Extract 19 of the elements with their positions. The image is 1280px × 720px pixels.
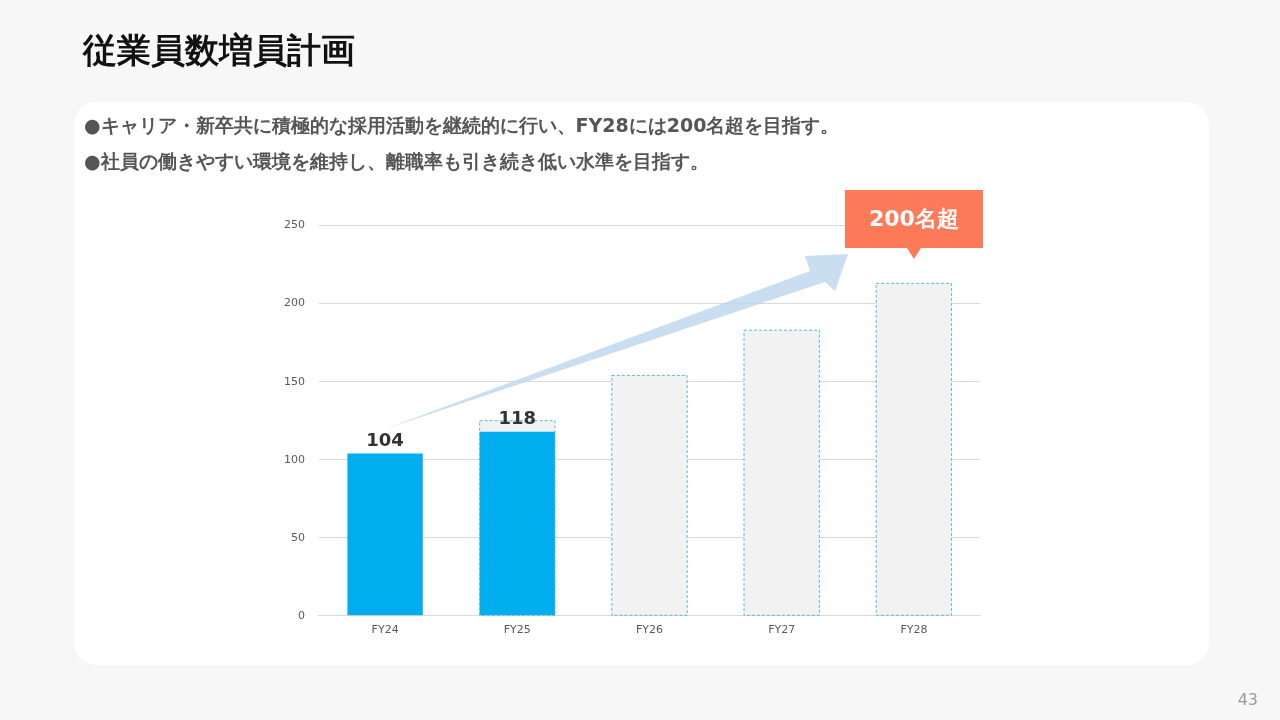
y-tick-label: 50 [291,530,305,544]
text: ●社員の働きやすい環境を維持し、離職率も引き続き低い水準を目指す。 [84,149,709,174]
data-label: 104 [366,429,404,451]
text: 43 [1237,690,1258,709]
x-tick-label: FY28 [900,623,928,637]
y-tick-label: 100 [284,452,305,466]
y-tick-label: 0 [298,608,305,622]
bar [347,453,423,616]
y-tick-label: 150 [284,374,305,388]
x-tick-label: FY25 [503,623,531,637]
data-label: 118 [498,407,537,429]
y-tick-label: 250 [284,218,305,232]
annotation: 200名超 [844,190,983,249]
x-tick-label: FY26 [635,623,664,637]
x-tick-label: FY24 [371,623,399,637]
x-tick-label: FY27 [768,623,796,637]
y-tick-label: 200 [284,296,305,310]
text: ●キャリア・新卒共に積極的な採用活動を継続的に行い、FY28には200名超を目指す。 [84,113,840,138]
chart-title: 従業員数増員計画 [83,29,355,72]
